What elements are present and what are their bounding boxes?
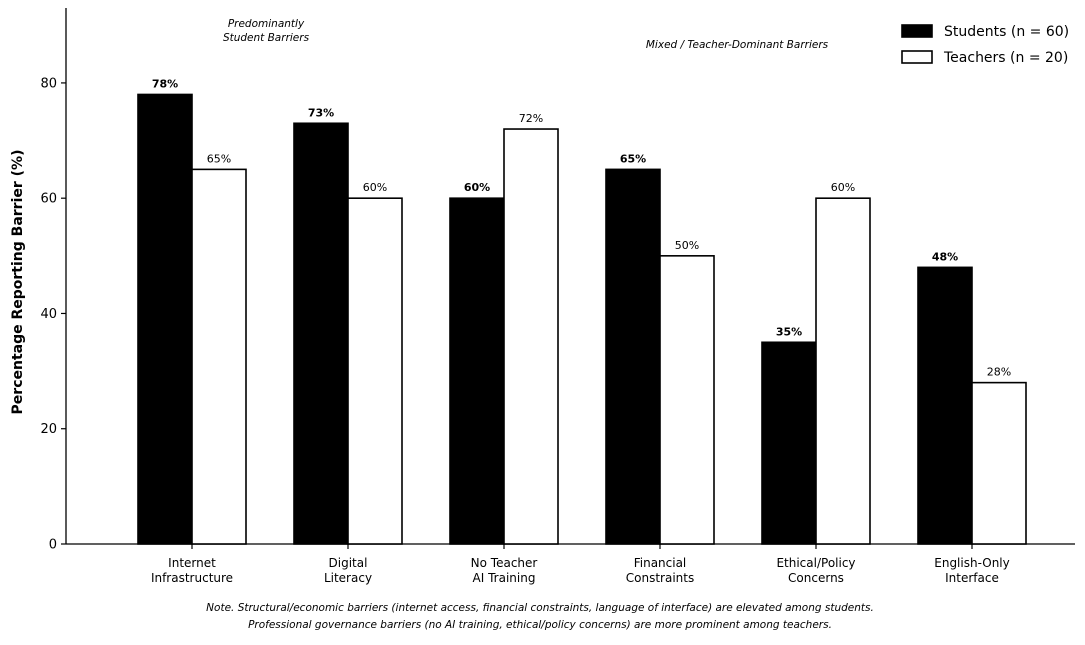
bar-students [137, 93, 193, 545]
bar-teachers [659, 255, 715, 545]
legend: Students (n = 60) Teachers (n = 20) [901, 24, 1069, 66]
bar-teachers [503, 128, 559, 545]
legend-label-students: Students (n = 60) [944, 24, 1069, 40]
data-label-students: 73% [308, 106, 334, 119]
x-tick-label: No Teacher AI Training [471, 556, 538, 585]
footnote: Note. Structural/economic barriers (inte… [206, 602, 874, 631]
data-label-teachers: 60% [363, 181, 387, 194]
note-line: Professional governance barriers (no AI … [248, 619, 832, 631]
data-label-teachers: 28% [987, 366, 1011, 379]
bar-students [449, 197, 505, 545]
data-label-students: 48% [932, 250, 958, 263]
y-axis-title: Percentage Reporting Barrier (%) [10, 150, 26, 415]
data-label-students: 35% [776, 325, 802, 338]
data-label-teachers: 72% [519, 112, 543, 125]
bar-teachers [815, 197, 871, 545]
y-tick-label: 20 [40, 422, 57, 437]
annotations-layer: Predominantly Student Barriers Mixed / Tea… [223, 18, 829, 51]
bar-teachers [347, 197, 403, 545]
data-label-students: 60% [464, 181, 490, 194]
x-tick-label: English-Only Interface [934, 556, 1009, 585]
axes-layer: 0 20 40 60 80 Percentage Reporting Barrier (%… [10, 8, 1075, 585]
bar-teachers [191, 168, 247, 545]
bars-layer [137, 93, 1027, 545]
bar-students [761, 341, 817, 545]
bar-students [917, 266, 973, 545]
x-tick-label: Digital Literacy [324, 556, 372, 585]
bar-students [293, 122, 349, 545]
bar-teachers [971, 381, 1027, 545]
x-tick-label: Ethical/Policy Concerns [776, 556, 855, 585]
annotation-text: Predominantly Student Barriers [223, 18, 310, 44]
data-label-teachers: 50% [675, 239, 699, 252]
legend-label-teachers: Teachers (n = 20) [943, 50, 1068, 66]
y-tick-label: 0 [49, 538, 57, 553]
bar-students [605, 168, 661, 545]
y-tick-label: 40 [40, 307, 57, 322]
legend-swatch-students [901, 24, 933, 38]
annotation-text: Mixed / Teacher-Dominant Barriers [646, 39, 829, 51]
data-label-students: 78% [152, 77, 178, 90]
x-tick-label: Financial Constraints [626, 556, 694, 585]
data-label-teachers: 60% [831, 181, 855, 194]
data-labels-layer: 78% 73% 60% 65% 35% 48% 65% 60% 72% 50% 60% 28% [152, 77, 1011, 378]
data-label-teachers: 65% [207, 152, 231, 165]
x-tick-label: Internet Infrastructure [151, 556, 233, 585]
data-label-students: 65% [620, 152, 646, 165]
legend-swatch-teachers [901, 50, 933, 64]
y-tick-label: 80 [40, 76, 57, 91]
note-line: Note. Structural/economic barriers (inte… [206, 602, 874, 614]
y-tick-label: 60 [40, 192, 57, 207]
